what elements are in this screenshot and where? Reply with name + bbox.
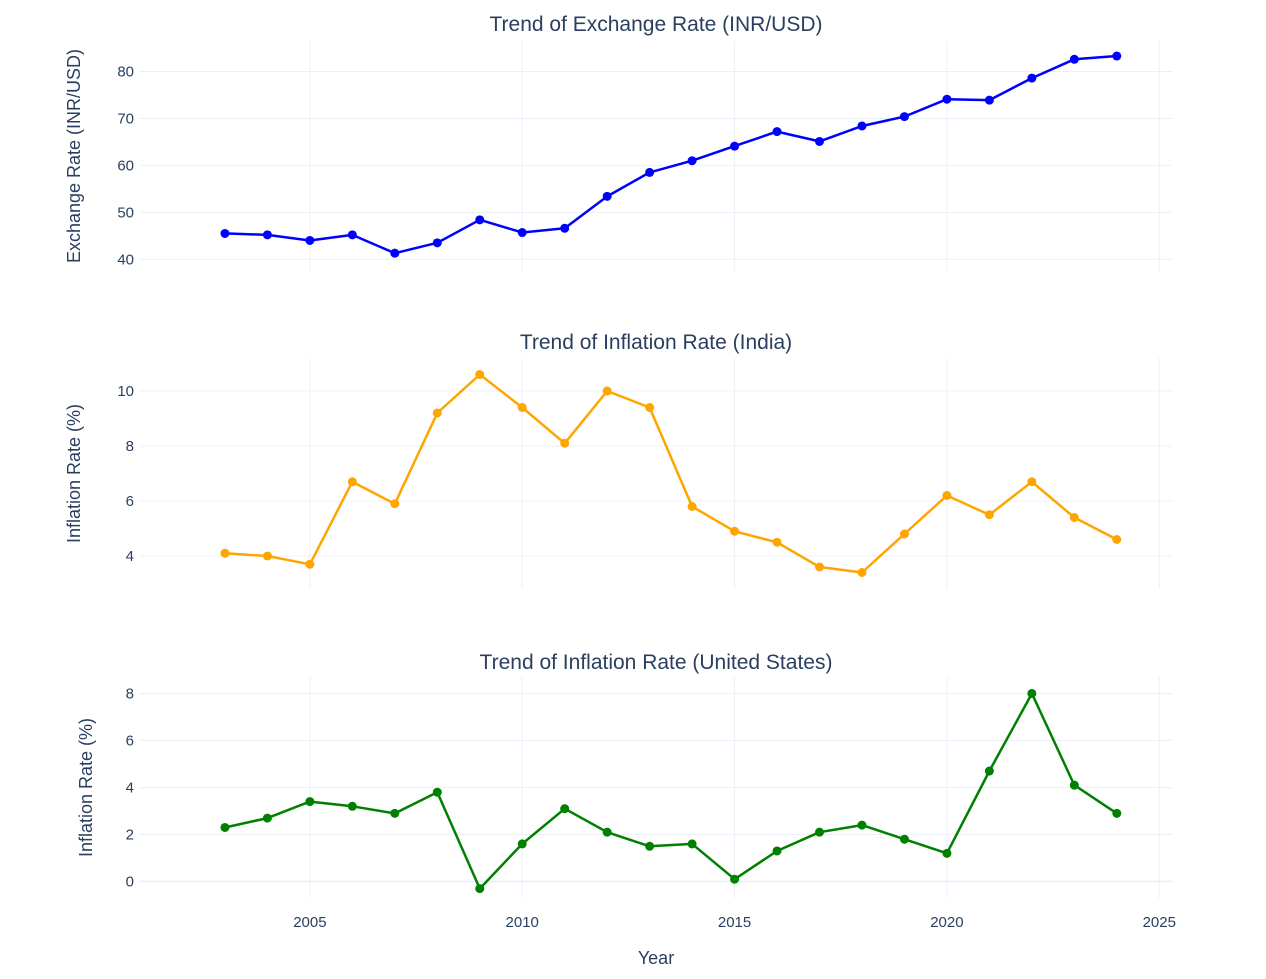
data-point — [390, 808, 400, 818]
data-point — [857, 820, 867, 830]
x-axis-label: Year — [638, 948, 674, 968]
data-point — [347, 801, 357, 811]
data-point — [772, 127, 782, 137]
data-point — [815, 136, 825, 146]
y-axis-label: Inflation Rate (%) — [76, 718, 96, 857]
series-line — [224, 54, 1117, 255]
y-axis-label: Inflation Rate (%) — [64, 404, 84, 543]
data-point — [857, 121, 867, 131]
data-point — [1069, 780, 1079, 790]
data-point — [432, 238, 442, 248]
data-point — [602, 191, 612, 201]
x-tick-label: 2025 — [1143, 914, 1176, 931]
data-point — [687, 502, 697, 511]
data-point — [815, 827, 825, 837]
data-point — [347, 477, 357, 487]
data-point — [1069, 513, 1079, 522]
data-point — [602, 386, 612, 396]
y-tick-label: 8 — [126, 438, 134, 455]
y-tick-label: 4 — [126, 780, 134, 797]
x-tick-label: 2005 — [293, 914, 326, 931]
data-point — [1112, 535, 1122, 544]
y-tick-label: 4 — [126, 548, 134, 565]
y-tick-label: 6 — [126, 732, 134, 749]
data-point — [220, 822, 230, 832]
data-point — [517, 228, 527, 238]
subplot-3: 0 2 4 6 8 2005 2010 2015 2020 2025 Trend of Inflat… — [76, 651, 1176, 968]
data-point — [220, 228, 230, 238]
y-axis-label: Exchange Rate (INR/USD) — [64, 49, 84, 263]
data-point — [560, 438, 570, 448]
y-tick-label: 60 — [117, 157, 134, 174]
data-point — [602, 827, 612, 837]
y-tick-label: 8 — [126, 685, 134, 702]
y-tick-label: 2 — [126, 827, 134, 844]
data-point — [1112, 808, 1122, 818]
data-point — [942, 848, 952, 858]
y-tick-label: 40 — [117, 251, 134, 268]
data-point — [815, 562, 825, 572]
data-point — [475, 370, 485, 379]
data-point — [262, 230, 272, 240]
data-point — [1112, 51, 1122, 61]
data-point — [730, 141, 740, 151]
data-point — [475, 884, 485, 894]
data-point — [984, 510, 994, 520]
y-tick-label: 10 — [117, 383, 134, 400]
data-point — [857, 568, 867, 577]
data-point — [942, 94, 952, 104]
data-point — [475, 215, 485, 225]
data-point — [305, 235, 315, 245]
data-point — [262, 813, 272, 823]
x-tick-label: 2015 — [718, 914, 751, 931]
subplot-2: 4 6 8 10 Trend of Inflation Rate (India) Infl… — [64, 331, 1172, 589]
chart-title: Trend of Inflation Rate (India) — [520, 331, 792, 354]
data-point — [687, 839, 697, 849]
data-point — [220, 548, 230, 558]
data-point — [899, 529, 909, 539]
series-line — [224, 373, 1118, 574]
data-point — [899, 112, 909, 122]
chart-title: Trend of Exchange Rate (INR/USD) — [489, 13, 822, 36]
data-point — [942, 491, 952, 500]
data-point — [1027, 477, 1037, 487]
data-point — [390, 499, 400, 509]
y-tick-label: 50 — [117, 204, 134, 221]
data-point — [560, 223, 570, 233]
data-point — [517, 403, 527, 412]
x-tick-label: 2020 — [930, 914, 963, 931]
data-point — [347, 230, 357, 240]
data-point — [262, 551, 272, 561]
x-tick-label: 2010 — [506, 914, 539, 931]
data-point — [305, 797, 315, 807]
data-point — [1069, 54, 1079, 64]
data-point — [1027, 73, 1037, 83]
y-tick-label: 0 — [126, 874, 134, 891]
data-point — [305, 559, 315, 569]
data-point — [772, 537, 782, 547]
data-point — [687, 156, 697, 166]
data-point — [730, 874, 740, 884]
chart-title: Trend of Inflation Rate (United States) — [480, 651, 833, 674]
data-point — [645, 167, 655, 177]
data-point — [432, 408, 442, 418]
series-line — [224, 692, 1118, 890]
data-point — [730, 526, 740, 536]
y-tick-label: 6 — [126, 493, 134, 510]
subplot-1: 40 50 60 70 80 Trend of Exchange Rate (INR/US… — [64, 13, 1172, 271]
data-point — [984, 766, 994, 776]
data-point — [390, 248, 400, 258]
data-point — [772, 846, 782, 856]
y-tick-label: 70 — [117, 110, 134, 127]
y-tick-label: 80 — [117, 64, 134, 81]
data-point — [645, 841, 655, 851]
data-point — [1027, 688, 1037, 698]
data-point — [899, 834, 909, 844]
data-point — [984, 95, 994, 105]
data-point — [517, 839, 527, 849]
data-point — [560, 804, 570, 814]
data-point — [432, 787, 442, 797]
data-point — [645, 403, 655, 412]
